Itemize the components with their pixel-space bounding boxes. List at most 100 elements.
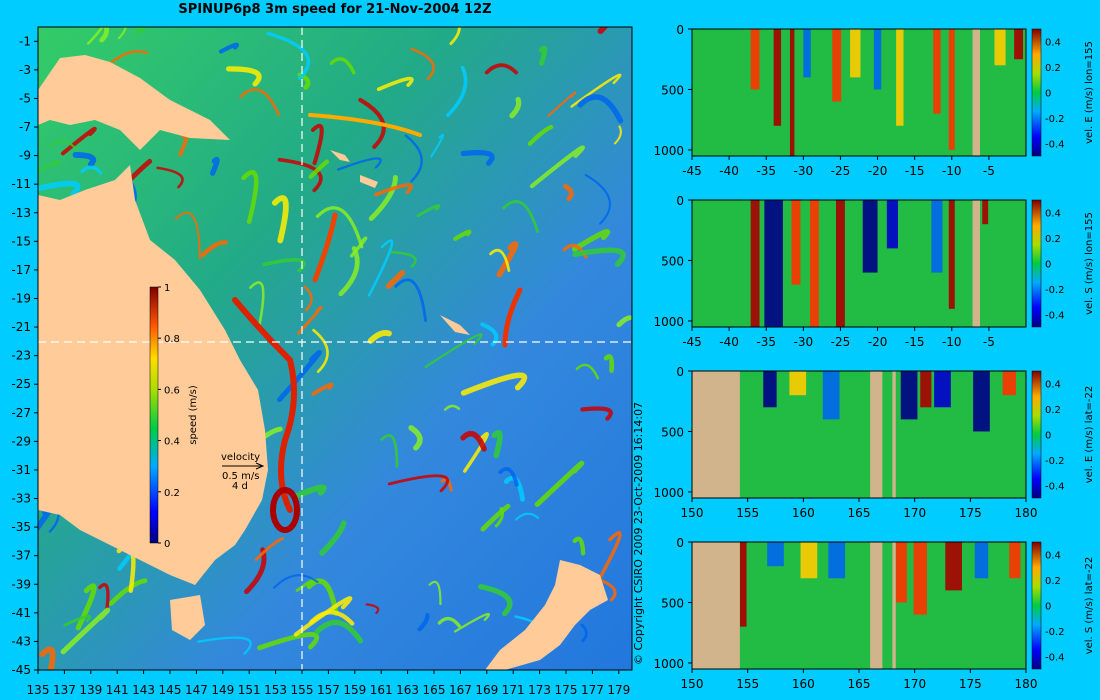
map-x-tick-label: 159: [343, 683, 366, 697]
section-land: [870, 371, 883, 498]
velocity-band: [822, 371, 840, 420]
section-panel-4: 150 155 160 165 170 175 180 0 500 1000 0.4 0.2 0 -0.2…: [653, 536, 1095, 691]
panel-colorbar: [1031, 370, 1042, 499]
section-panels: -45 -40 -35 -30 -25 -20 -15 -10 -5 0 500 1000 0.4 0.2…: [653, 23, 1095, 691]
map-x-tick-label: 149: [211, 683, 234, 697]
new-caledonia: [440, 315, 470, 335]
map-y-tick-label: -19: [11, 291, 31, 305]
map-x-tick-label: 143: [132, 683, 155, 697]
velocity-key-time: 4 d: [232, 481, 248, 492]
panel-x-tick-label: -40: [719, 335, 739, 349]
panel-colorbar-tick: -0.4: [1045, 310, 1065, 321]
map-x-tick-label: 161: [370, 683, 393, 697]
panel-colorbar-tick: 0.2: [1045, 234, 1061, 245]
panel-colorbar: [1031, 199, 1042, 328]
map-y-tick-label: -21: [11, 320, 31, 334]
map-x-tick-label: 171: [502, 683, 525, 697]
velocity-band: [982, 200, 989, 225]
panel-colorbar-tick: -0.4: [1045, 139, 1065, 150]
velocity-band: [1009, 542, 1021, 579]
velocity-key-scale: 0.5 m/s: [222, 471, 259, 482]
map-x-tick-label: 157: [317, 683, 340, 697]
panel-x-tick-label: 155: [736, 677, 759, 691]
velocity-band: [767, 542, 784, 567]
panel-y-tick-label: 0: [676, 23, 684, 37]
panel-y-tick-label: 1000: [653, 144, 684, 158]
panel-colorbar-tick: 0.4: [1045, 551, 1061, 562]
panel-colorbar-tick: -0.2: [1045, 285, 1065, 296]
panel-x-tick-label: 180: [1015, 677, 1038, 691]
panel-x-tick-label: -45: [682, 335, 702, 349]
panel-x-tick-label: 160: [792, 677, 815, 691]
map-y-tick-label: -25: [11, 377, 31, 391]
map-x-tick-label: 155: [291, 683, 314, 697]
speed-colorbar-tick: 0.8: [164, 334, 180, 345]
panel-y-tick-label: 1000: [653, 657, 684, 671]
map-x-tick-label: 163: [396, 683, 419, 697]
map-y-tick-label: -29: [11, 434, 31, 448]
velocity-band: [850, 29, 861, 78]
velocity-band: [789, 371, 807, 396]
panel-x-tick-label: -35: [756, 335, 776, 349]
velocity-band: [828, 542, 846, 579]
map-x-tick-label: 145: [159, 683, 182, 697]
panel-colorbar-tick: 0.2: [1045, 63, 1061, 74]
velocity-band: [1014, 29, 1024, 60]
velocity-band: [789, 29, 795, 156]
figure-title: SPINUP6p8 3m speed for 21-Nov-2004 12Z: [178, 2, 492, 17]
panel-y-tick-label: 500: [661, 425, 684, 439]
panel-x-tick-label: -5: [983, 164, 995, 178]
panel-x-tick-label: -30: [794, 164, 814, 178]
map-y-tick-label: -1: [19, 34, 31, 48]
velocity-band: [931, 200, 943, 273]
map-x-tick-label: 173: [528, 683, 551, 697]
map-x-tick-label: 165: [423, 683, 446, 697]
map-y-tick-label: -39: [11, 577, 31, 591]
panel-colorbar-tick: -0.2: [1045, 456, 1065, 467]
panel-y-tick-label: 500: [661, 596, 684, 610]
new-guinea: [38, 55, 230, 150]
velocity-band: [773, 29, 782, 126]
map-y-tick-label: -31: [11, 463, 31, 477]
panel-y-tick-label: 1000: [653, 315, 684, 329]
speed-colorbar-tick: 0.2: [164, 488, 180, 499]
panel-x-tick-label: -25: [831, 335, 851, 349]
map-x-tick-label: 153: [264, 683, 287, 697]
section-panel-3: 150 155 160 165 170 175 180 0 500 1000 0.4 0.2 0 -0.2…: [653, 365, 1095, 520]
velocity-band: [994, 29, 1006, 66]
speed-colorbar-tick: 1: [164, 283, 170, 294]
velocity-band: [933, 29, 941, 114]
velocity-band: [862, 200, 878, 273]
velocity-band: [764, 200, 783, 327]
panel-x-tick-label: -40: [719, 164, 739, 178]
map-x-tick-label: 137: [53, 683, 76, 697]
map-x-tick-label: 147: [185, 683, 208, 697]
panel-colorbar-tick: -0.4: [1045, 481, 1065, 492]
panel-colorbar-tick: 0: [1045, 89, 1051, 100]
velocity-band: [803, 29, 811, 78]
map-x-tick-label: 139: [79, 683, 102, 697]
map-x-axis: 135 137 139 141 143 145 147 149 151 153 155 157 159 1…: [27, 670, 630, 697]
velocity-band: [934, 371, 951, 408]
panel-x-tick-label: 170: [903, 506, 926, 520]
section-land: [972, 200, 980, 327]
panel-colorbar-tick: 0.2: [1045, 405, 1061, 416]
section-land: [692, 542, 740, 669]
panel-colorbar-tick: -0.2: [1045, 114, 1065, 125]
speed-colorbar: 1 0.8 0.6 0.4 0.2 0 speed (m/s): [149, 283, 199, 550]
map-y-tick-label: -7: [19, 120, 31, 134]
map-y-tick-label: -23: [11, 349, 31, 363]
speed-map[interactable]: 135 137 139 141 143 145 147 149 151 153 155 157 159 1…: [0, 0, 640, 700]
panel-x-tick-label: -20: [868, 164, 888, 178]
map-x-tick-label: 175: [555, 683, 578, 697]
velocity-key-label: velocity: [221, 452, 260, 463]
panel-colorbar: [1031, 541, 1042, 670]
velocity-band: [948, 200, 955, 309]
section-land: [870, 542, 883, 669]
speed-colorbar-tick: 0.4: [164, 437, 180, 448]
velocity-band: [896, 29, 904, 126]
panel-colorbar-label: vel. E (m/s) lon=155: [1084, 41, 1095, 144]
panel-x-tick-label: -15: [905, 335, 925, 349]
panel-colorbar-label: vel. S (m/s) lat=-22: [1084, 557, 1095, 655]
panel-x-tick-label: 160: [792, 506, 815, 520]
